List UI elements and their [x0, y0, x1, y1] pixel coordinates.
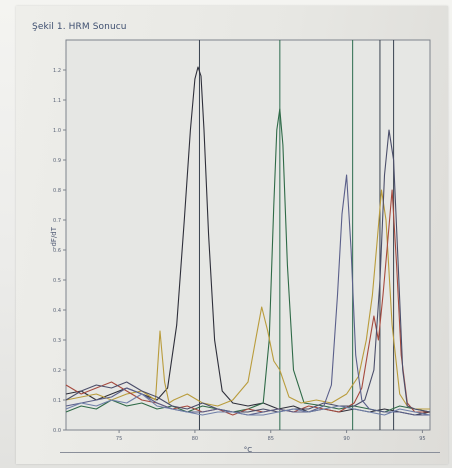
x-tick-label: 95 [419, 436, 425, 442]
bottom-rule [60, 452, 440, 453]
plot-frame [65, 39, 431, 431]
x-axis-ticks: 75 80 85 90 95 [116, 430, 426, 442]
peak-markers [198, 40, 395, 430]
series-lines [65, 66, 431, 416]
series-line-3 [65, 189, 430, 410]
x-axis-label: °C [244, 446, 253, 454]
y-tick-label: 0.9 [53, 158, 61, 164]
y-axis-label: -dF/dT [50, 226, 58, 249]
y-tick-label: 1.1 [53, 98, 61, 104]
plot-area [65, 39, 431, 431]
y-tick-label: 0.3 [53, 338, 61, 344]
y-tick-label: 1.0 [53, 128, 61, 134]
series-line-2 [65, 108, 431, 413]
y-tick-label: 0.7 [53, 218, 61, 224]
y-tick-label: 0.1 [53, 398, 61, 404]
x-tick-label: 75 [116, 436, 122, 442]
y-tick-label: 0.2 [53, 368, 61, 374]
y-tick-label: 0.6 [53, 248, 61, 254]
series-line-7 [65, 393, 431, 416]
y-tick-label: 0.5 [53, 278, 61, 284]
x-tick-label: 80 [192, 436, 198, 442]
y-tick-label: 0.0 [53, 428, 61, 434]
y-tick-label: 0.8 [53, 188, 61, 194]
figure-title: Şekil 1. HRM Sonucu [32, 22, 127, 32]
y-axis-ticks: 0.0 0.1 0.2 0.3 0.4 0.5 0.6 0.7 0.8 0.9 1.0 1.1 1.2 [53, 68, 66, 434]
x-tick-label: 90 [343, 436, 349, 442]
x-tick-label: 85 [268, 436, 274, 442]
y-tick-label: 1.2 [53, 68, 61, 74]
y-tick-label: 0.4 [53, 308, 61, 314]
